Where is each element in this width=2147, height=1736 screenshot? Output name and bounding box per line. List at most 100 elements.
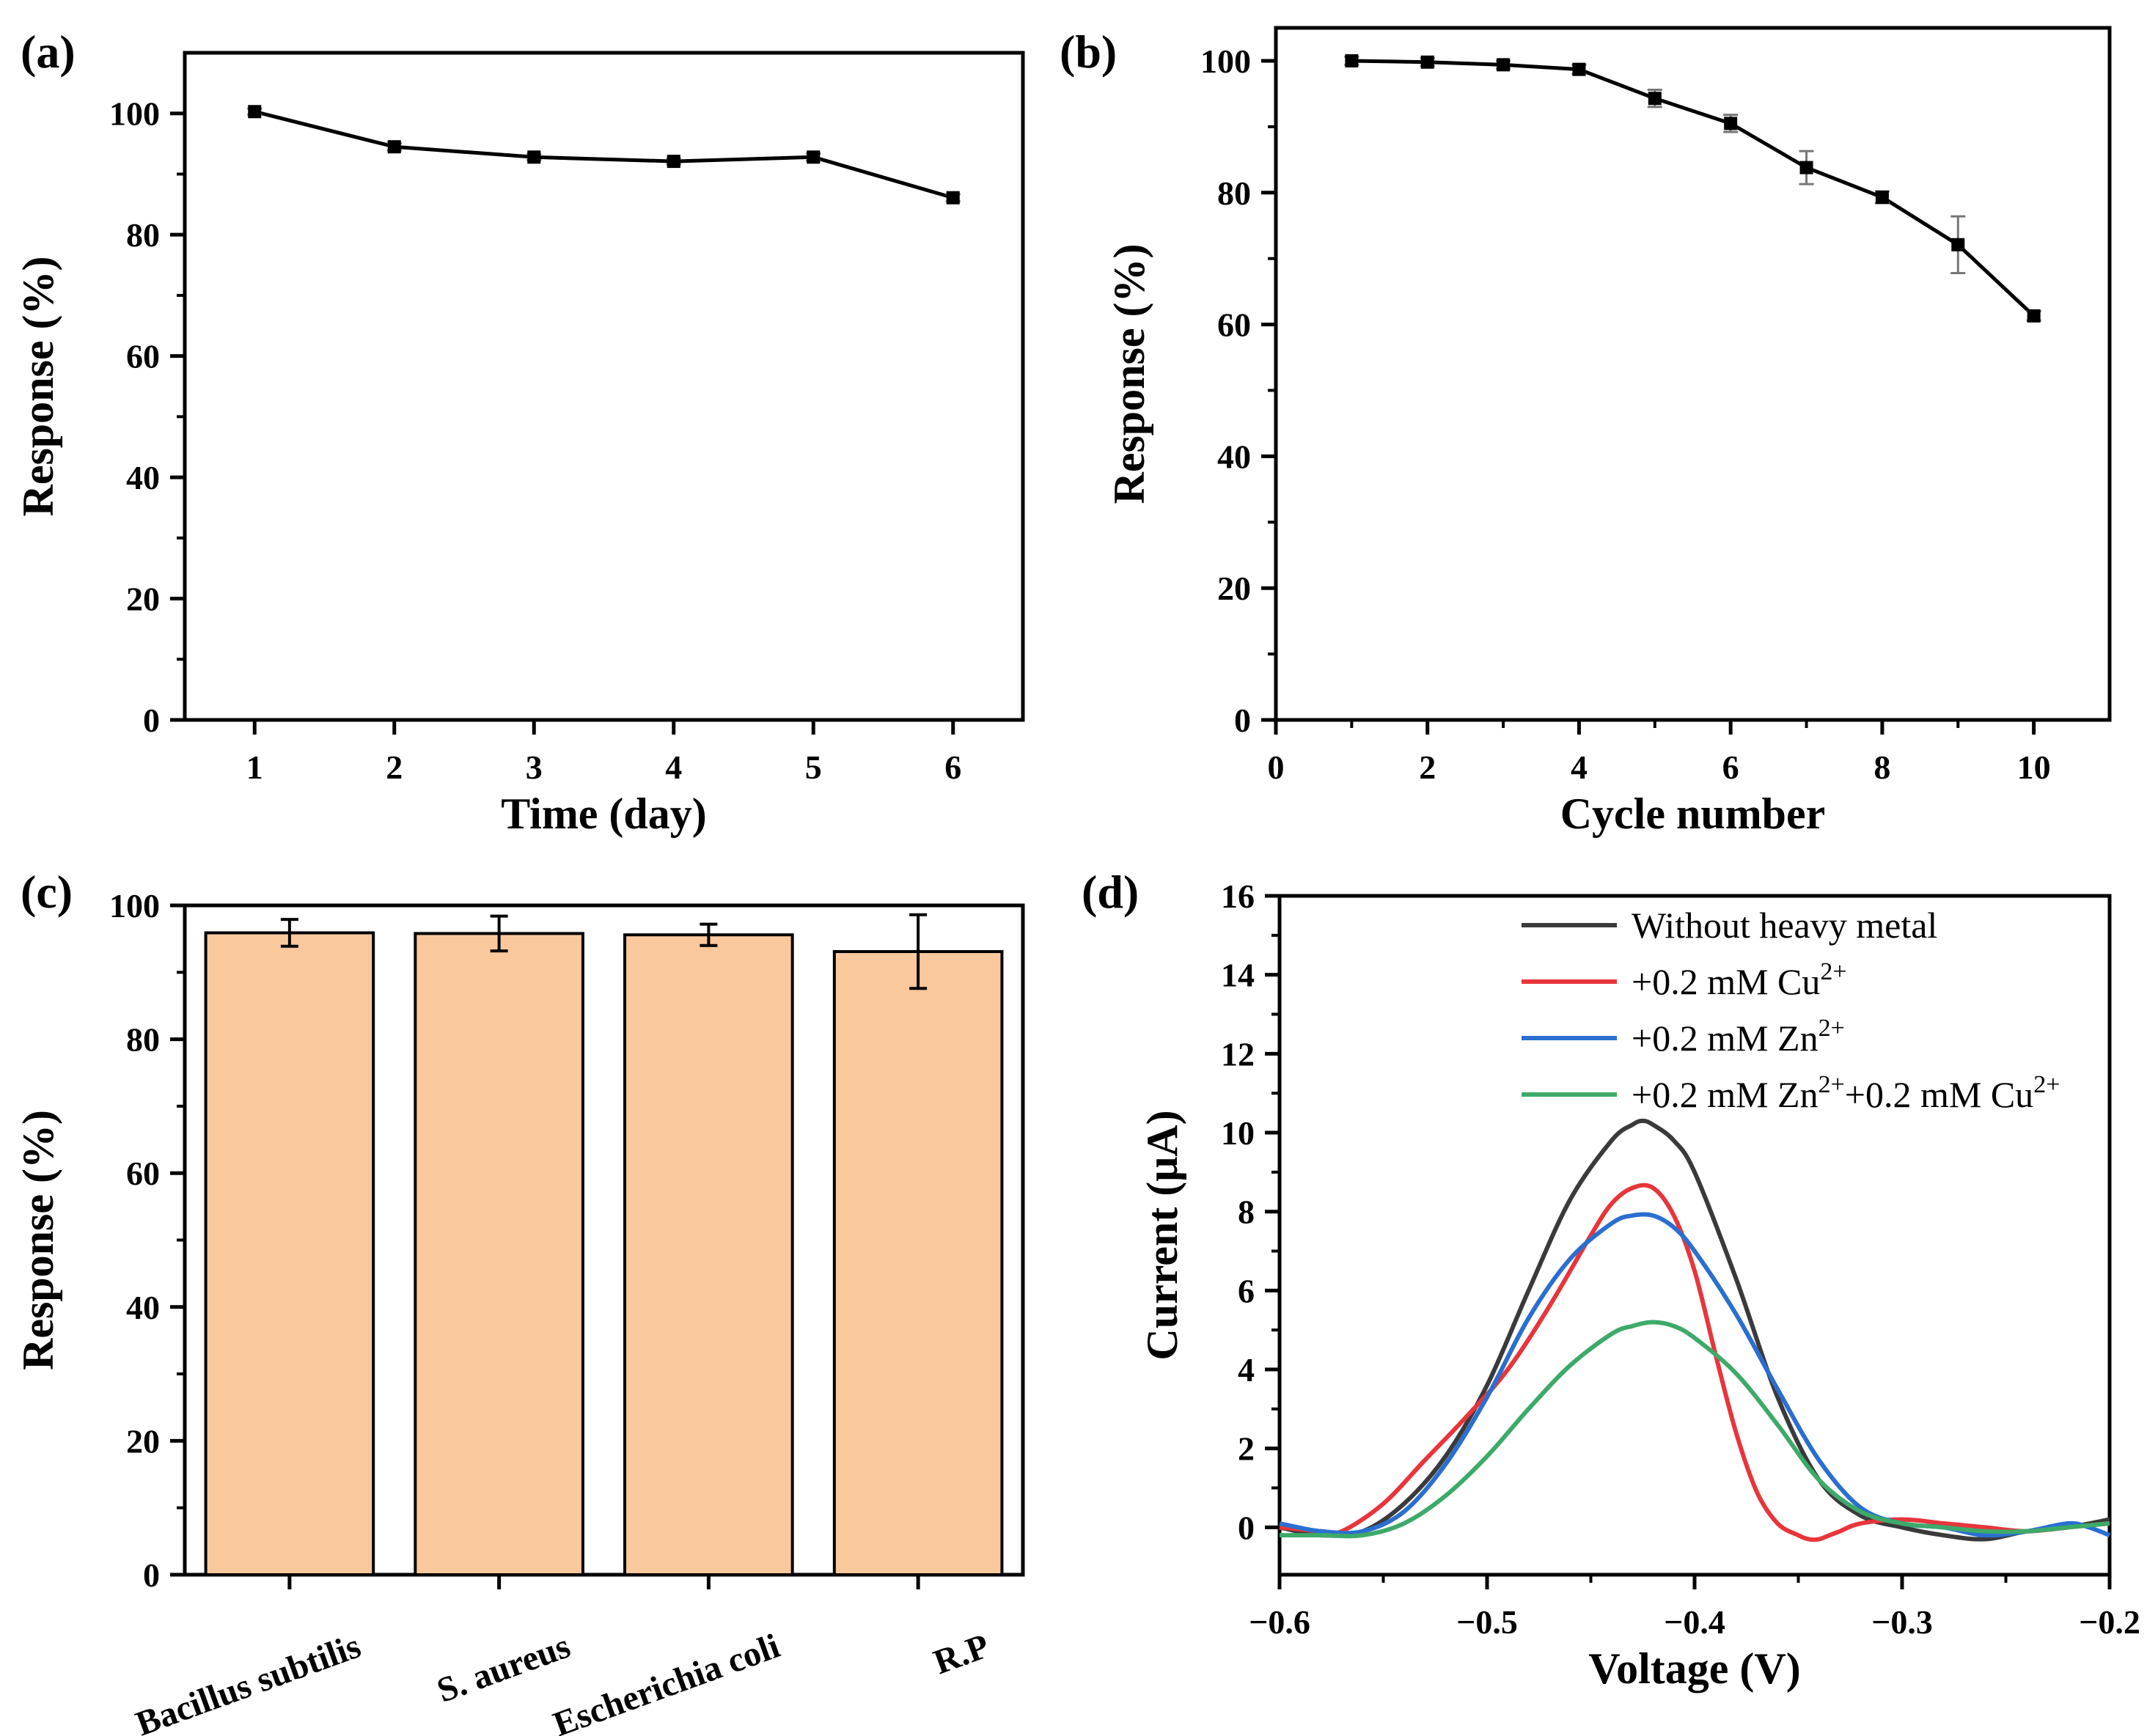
data-point bbox=[527, 150, 541, 164]
data-point bbox=[1497, 58, 1511, 72]
x-axis-title: Time (day) bbox=[501, 790, 707, 838]
legend: Without heavy metal+0.2 mM Cu2++0.2 mM Z… bbox=[1522, 905, 2060, 1115]
data-point bbox=[1572, 62, 1586, 76]
legend-text-main: +0.2 mM Zn bbox=[1632, 1018, 1818, 1059]
x-tick-label: 5 bbox=[805, 749, 822, 786]
series-line bbox=[1279, 1118, 2110, 1542]
bar bbox=[204, 931, 375, 1576]
x-tick-label: 2 bbox=[386, 749, 403, 786]
legend-superscript: 2+ bbox=[1820, 958, 1846, 985]
y-tick-label: 0 bbox=[1238, 1509, 1255, 1546]
data-point bbox=[248, 105, 262, 119]
y-axis-title: Current (μA) bbox=[1138, 1110, 1186, 1360]
x-tick-label: 1 bbox=[246, 749, 263, 786]
y-tick-label: 20 bbox=[1217, 570, 1251, 607]
series-line-b bbox=[1351, 59, 2036, 317]
y-tick-label: 6 bbox=[1238, 1272, 1255, 1309]
panel-label: (b) bbox=[1060, 26, 1117, 78]
y-tick-label: 80 bbox=[126, 216, 160, 254]
x-tick-label: −0.3 bbox=[1871, 1603, 1933, 1641]
y-tick-label: 16 bbox=[1221, 878, 1255, 915]
legend-text-main: +0.2 mM Zn bbox=[1632, 1074, 1818, 1115]
data-point bbox=[1724, 117, 1738, 130]
x-axis-title: Voltage (V) bbox=[1588, 1644, 1800, 1693]
y-tick-label: 40 bbox=[126, 1289, 160, 1326]
x-tick-label: 8 bbox=[1873, 749, 1890, 786]
x-tick-label: −0.6 bbox=[1249, 1603, 1310, 1641]
x-tick-label: 10 bbox=[2017, 749, 2051, 786]
x-axis-title: Cycle number bbox=[1560, 790, 1826, 838]
data-point bbox=[1420, 55, 1434, 69]
y-tick-label: 20 bbox=[126, 1422, 160, 1460]
y-tick-label: 12 bbox=[1221, 1035, 1255, 1073]
plot-frame-a bbox=[183, 51, 1025, 722]
y-tick-label: 80 bbox=[126, 1021, 160, 1059]
bar bbox=[623, 933, 794, 1576]
data-point bbox=[807, 150, 821, 164]
legend-text-main: Without heavy metal bbox=[1632, 905, 1937, 946]
panel-label: (d) bbox=[1082, 866, 1139, 918]
legend-superscript: 2+ bbox=[1818, 1015, 1845, 1042]
x-tick-label: −0.5 bbox=[1456, 1603, 1518, 1641]
data-point bbox=[1799, 161, 1813, 174]
y-tick-label: 40 bbox=[1217, 438, 1251, 475]
y-axis-title: Response (%) bbox=[14, 1110, 62, 1370]
y-tick-label: 100 bbox=[109, 887, 160, 924]
legend-label: Without heavy metal bbox=[1632, 905, 1937, 946]
category-label: S. aureus bbox=[432, 1627, 575, 1710]
y-tick-label: 10 bbox=[1221, 1114, 1255, 1152]
legend-superscript: 2+ bbox=[2033, 1071, 2060, 1098]
y-tick-label: 100 bbox=[109, 95, 160, 133]
x-tick-label: 6 bbox=[944, 749, 961, 786]
y-tick-label: 60 bbox=[126, 1155, 160, 1192]
y-tick-label: 100 bbox=[1200, 43, 1251, 80]
panel-label: (a) bbox=[21, 26, 76, 78]
y-tick-label: 60 bbox=[1217, 306, 1251, 344]
data-point bbox=[667, 155, 680, 169]
category-label: Bacillus subtilis bbox=[131, 1627, 365, 1736]
series-line bbox=[1279, 1183, 2110, 1542]
legend-label: +0.2 mM Cu2+ bbox=[1632, 958, 1847, 1002]
y-axis-title: Response (%) bbox=[14, 257, 62, 517]
series-line-a bbox=[254, 109, 954, 200]
legend-text-main: +0.2 mM Cu bbox=[1632, 961, 1820, 1002]
x-tick-label: −0.4 bbox=[1664, 1603, 1725, 1641]
x-tick-label: −0.2 bbox=[2079, 1603, 2140, 1641]
x-tick-label: 6 bbox=[1722, 749, 1739, 786]
data-point bbox=[1875, 191, 1889, 205]
y-tick-label: 0 bbox=[143, 1556, 160, 1594]
legend-superscript: 2+ bbox=[1818, 1071, 1845, 1098]
x-tick-label: 2 bbox=[1419, 749, 1436, 786]
panel-b: (b) 0 20 40 60 80 100 0 2 4 6 8 10 Response (%) Cycle … bbox=[1060, 26, 2112, 838]
panel-a: (a) 0 20 40 60 80 100 1 2 3 4 5 6 Response (%) Time (d… bbox=[14, 26, 1025, 838]
data-point bbox=[2027, 309, 2041, 323]
data-point bbox=[1648, 92, 1662, 106]
panel-c: (c) 0 20 40 60 80 100 Response (%) Bacillus subt… bbox=[14, 866, 1025, 1736]
category-label: Escherichia coli bbox=[548, 1627, 785, 1736]
y-tick-label: 0 bbox=[1234, 702, 1251, 739]
data-point bbox=[1345, 54, 1359, 67]
y-tick-label: 40 bbox=[126, 459, 160, 496]
bar bbox=[414, 932, 584, 1576]
y-tick-label: 8 bbox=[1238, 1194, 1255, 1231]
plot-frame-b bbox=[1274, 26, 2112, 722]
y-tick-label: 60 bbox=[126, 338, 160, 375]
data-point bbox=[387, 140, 401, 154]
x-tick-label: 0 bbox=[1268, 749, 1285, 786]
legend-text-main: +0.2 mM Cu bbox=[1845, 1074, 2033, 1115]
data-point bbox=[1951, 238, 1965, 251]
y-tick-label: 14 bbox=[1221, 957, 1255, 994]
x-tick-label: 4 bbox=[1571, 749, 1588, 786]
category-label: R.P bbox=[928, 1627, 994, 1682]
y-tick-label: 4 bbox=[1238, 1351, 1255, 1389]
panel-d: (d) 0 2 4 6 8 10 12 14 16 −0.6 −0.5 −0.4 −0.3 −0.2 Curr… bbox=[1082, 866, 2140, 1693]
bar bbox=[832, 949, 1004, 1576]
y-axis-title: Response (%) bbox=[1105, 244, 1153, 504]
data-point bbox=[946, 191, 960, 205]
series-line bbox=[1279, 1320, 2110, 1539]
y-tick-label: 80 bbox=[1217, 174, 1251, 212]
x-tick-label: 4 bbox=[665, 749, 682, 786]
y-tick-label: 2 bbox=[1238, 1430, 1255, 1468]
legend-label: +0.2 mM Zn2++0.2 mM Cu2+ bbox=[1632, 1071, 2060, 1115]
